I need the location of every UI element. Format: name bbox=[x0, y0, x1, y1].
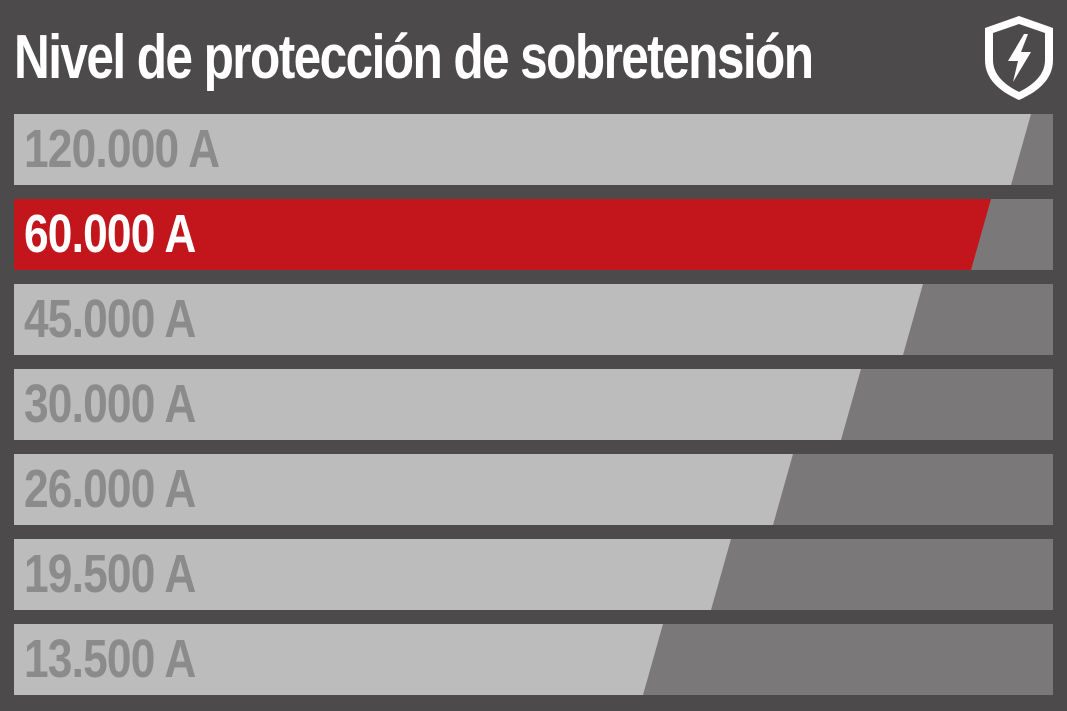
level-bar: 13.500 A bbox=[14, 624, 1053, 695]
level-label: 45.000 A bbox=[24, 289, 196, 349]
level-bar: 45.000 A bbox=[14, 284, 1053, 355]
level-label: 30.000 A bbox=[24, 374, 196, 434]
level-label: 26.000 A bbox=[24, 459, 196, 519]
level-label: 60.000 A bbox=[24, 204, 196, 264]
level-fill bbox=[14, 454, 793, 525]
level-fill bbox=[14, 369, 861, 440]
level-bar: 19.500 A bbox=[14, 539, 1053, 610]
level-fill bbox=[14, 114, 1031, 185]
level-fill bbox=[14, 284, 923, 355]
level-bar: 120.000 A bbox=[14, 114, 1053, 185]
level-bar: 60.000 A bbox=[14, 199, 1053, 270]
level-bar: 26.000 A bbox=[14, 454, 1053, 525]
level-label: 19.500 A bbox=[24, 544, 196, 604]
level-label: 120.000 A bbox=[24, 119, 220, 179]
level-fill bbox=[14, 624, 663, 695]
level-fill bbox=[14, 539, 731, 610]
page-title: Nivel de protección de sobretensión bbox=[14, 23, 814, 92]
level-label: 13.500 A bbox=[24, 629, 196, 689]
level-fill bbox=[14, 199, 991, 270]
level-bar: 30.000 A bbox=[14, 369, 1053, 440]
shield-lightning-icon bbox=[985, 16, 1053, 100]
